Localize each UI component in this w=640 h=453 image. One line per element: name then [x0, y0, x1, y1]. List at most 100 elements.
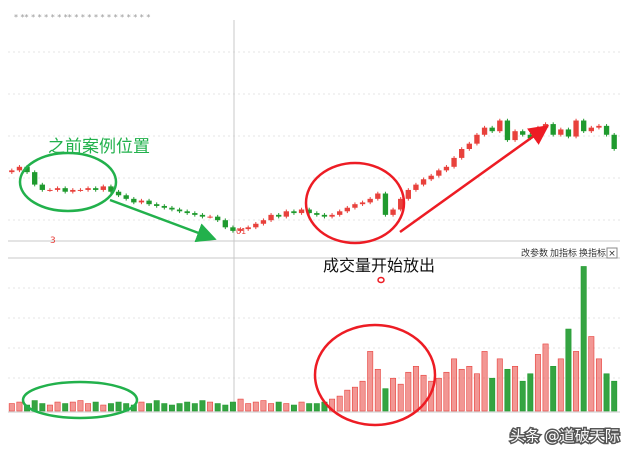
candle-body [199, 214, 206, 217]
volume-bar [390, 377, 397, 412]
candle-body [428, 175, 434, 180]
volume-bar [85, 403, 92, 412]
candle-body [24, 166, 30, 173]
candle-body [306, 209, 312, 214]
volume-bar [481, 351, 488, 412]
volume-bar [512, 365, 519, 412]
marker-label: 3 [50, 236, 56, 246]
candle-body [123, 195, 129, 199]
volume-bar [260, 400, 267, 412]
volume-bar [245, 403, 252, 412]
toolbar-button[interactable]: 改参数 [521, 247, 548, 259]
candle-body [352, 204, 358, 208]
volume-bar [229, 401, 236, 412]
volume-bar [252, 401, 259, 412]
candle-body [474, 134, 480, 144]
volume-bar [374, 368, 381, 412]
annotation: 之前案例位置 [48, 137, 150, 157]
candle-body [77, 189, 84, 191]
toolbar-button[interactable]: 加指标 [550, 247, 577, 259]
candle-body [337, 211, 343, 215]
candle-body [93, 188, 99, 190]
candle-body [146, 200, 152, 205]
volume-bar [306, 403, 313, 412]
volume-bar [451, 358, 458, 412]
candle-body [596, 125, 602, 128]
candle-body [176, 209, 183, 212]
volume-bar [336, 395, 343, 412]
close-box[interactable] [606, 247, 618, 259]
candle-body [359, 202, 366, 205]
volume-bar [565, 328, 572, 412]
volume-bar [283, 403, 290, 412]
candle-body [481, 127, 488, 135]
volume-bar [290, 404, 297, 412]
volume-bar [77, 400, 84, 412]
candle-body [154, 204, 160, 206]
candle-body [405, 189, 411, 199]
candle-body [62, 188, 68, 192]
candle-body [451, 157, 457, 167]
candle-body [192, 213, 198, 215]
candle-body [131, 198, 137, 203]
candle-body [291, 211, 297, 214]
volume-bar [100, 404, 107, 412]
volume-bar [435, 377, 442, 412]
volume-bar [46, 404, 53, 412]
candle-body [497, 120, 503, 132]
candle-body [512, 131, 518, 141]
candle-body [85, 188, 91, 190]
candle-body [382, 193, 389, 215]
candle-body [436, 170, 442, 176]
candle-body [169, 207, 175, 210]
annotation: 成交量开始放出 [323, 256, 435, 275]
candle-body [588, 127, 594, 132]
volume-bar [207, 401, 214, 412]
candle-body [100, 186, 106, 190]
candle-body [54, 188, 61, 190]
volume-bar [466, 365, 473, 412]
volume-bar [458, 368, 465, 412]
volume-bar [397, 383, 404, 412]
volume-bar [542, 343, 549, 412]
volume-bar [588, 336, 595, 412]
candle-body [550, 124, 556, 135]
toolbar-button[interactable]: 换指标 [579, 247, 606, 259]
marks [8, 118, 618, 412]
candle-body [413, 184, 419, 190]
candle-body [565, 129, 572, 137]
candle-body [184, 211, 190, 214]
volume-bar [199, 400, 206, 412]
volume-bar [405, 371, 412, 412]
candle-body [245, 227, 251, 230]
volume-bar [603, 373, 610, 412]
volume-bar [176, 403, 183, 412]
candle-body [207, 216, 213, 218]
candle-body [276, 214, 282, 217]
candle-body [603, 125, 610, 135]
candle-body [283, 211, 289, 217]
candle-body [489, 127, 495, 132]
volume-bar [138, 401, 145, 412]
volume-bar [92, 401, 99, 412]
candle-body [9, 170, 15, 173]
volume-bar [351, 386, 358, 412]
close-button[interactable]: × [608, 249, 616, 259]
candle-body [459, 149, 465, 158]
date-markers: * ** * * * * * ** * * * * * * * * * * * … [14, 13, 150, 22]
volume-bar [359, 380, 366, 412]
volume-bar [184, 401, 191, 412]
candle-body [375, 193, 381, 199]
candle-body [39, 184, 45, 190]
volume-bar [8, 403, 15, 412]
candle-body [390, 209, 396, 215]
volume-bar [580, 266, 587, 412]
candle-body [70, 189, 76, 192]
volume-bar [489, 377, 496, 412]
volume-bar [595, 358, 602, 412]
watermark: 头条 @道破天际 [510, 427, 620, 445]
candle-body [367, 198, 373, 203]
volume-bar [313, 403, 320, 412]
